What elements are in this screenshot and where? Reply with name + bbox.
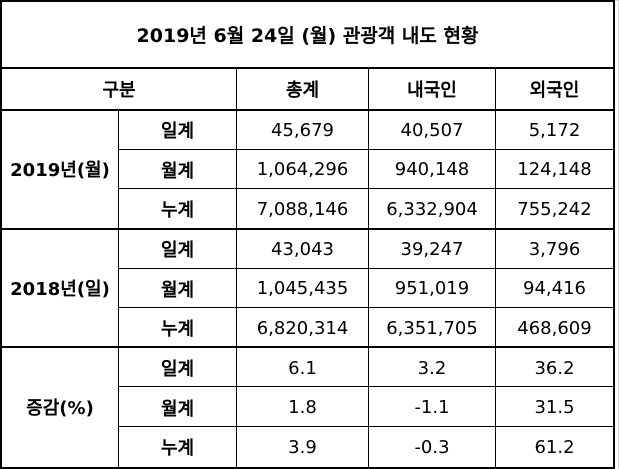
row-label: 일계 bbox=[160, 121, 195, 142]
value-cell-foreign: 61.2 bbox=[534, 436, 575, 458]
value-cell-total: 7,088,146 bbox=[256, 198, 349, 220]
row-label: 월계 bbox=[160, 160, 195, 182]
value-cell-domestic: 6,332,904 bbox=[386, 198, 478, 220]
value-cell-foreign: 124,148 bbox=[517, 159, 592, 180]
header-foreign: 외국인 bbox=[529, 80, 580, 101]
value-cell-total: 45,679 bbox=[271, 119, 334, 141]
border-line bbox=[0, 346, 615, 348]
header-category: 구분 bbox=[102, 80, 136, 101]
value-cell-total: 43,043 bbox=[271, 238, 334, 260]
border-line bbox=[495, 67, 496, 469]
border-line bbox=[118, 386, 615, 387]
border-line bbox=[368, 67, 369, 469]
table-title: 2019년 6월 24일 (월) 관광객 내도 현황 bbox=[136, 25, 479, 47]
border-line bbox=[0, 467, 615, 469]
header-domestic: 내국인 bbox=[407, 80, 457, 101]
value-cell-domestic: 940,148 bbox=[394, 159, 470, 180]
border-line bbox=[0, 228, 615, 230]
value-cell-total: 6,820,314 bbox=[256, 317, 349, 339]
border-line bbox=[236, 67, 237, 469]
value-cell-foreign: 755,242 bbox=[517, 198, 592, 220]
value-cell-domestic: 951,019 bbox=[394, 278, 470, 299]
border-line bbox=[613, 0, 615, 469]
row-label: 누계 bbox=[160, 200, 195, 221]
row-label: 누계 bbox=[160, 319, 195, 340]
group-label: 2018년(일) bbox=[10, 279, 110, 300]
value-cell-foreign: 31.5 bbox=[534, 397, 575, 418]
value-cell-foreign: 5,172 bbox=[528, 119, 581, 141]
border-line bbox=[118, 109, 119, 469]
value-cell-domestic: 6,351,705 bbox=[386, 317, 478, 339]
value-cell-foreign: 468,609 bbox=[517, 317, 592, 339]
row-label: 일계 bbox=[160, 359, 195, 380]
header-total: 총계 bbox=[285, 80, 320, 101]
value-cell-foreign: 3,796 bbox=[528, 238, 581, 260]
value-cell-total: 3.9 bbox=[288, 436, 317, 458]
border-line bbox=[0, 109, 615, 111]
border-line bbox=[0, 67, 615, 69]
value-cell-domestic: -1.1 bbox=[414, 397, 450, 418]
border-line bbox=[118, 307, 615, 308]
value-cell-total: 1,045,435 bbox=[256, 278, 349, 299]
group-label: 증감(%) bbox=[26, 398, 94, 419]
value-cell-domestic: 39,247 bbox=[400, 238, 464, 260]
value-cell-foreign: 36.2 bbox=[534, 357, 575, 379]
border-line bbox=[118, 188, 615, 189]
group-label: 2019년(월) bbox=[10, 160, 110, 181]
value-cell-total: 6.1 bbox=[288, 357, 317, 379]
value-cell-total: 1,064,296 bbox=[256, 159, 349, 180]
value-cell-total: 1.8 bbox=[288, 397, 317, 418]
border-line bbox=[118, 149, 615, 150]
row-label: 일계 bbox=[160, 240, 195, 261]
value-cell-foreign: 94,416 bbox=[523, 278, 586, 299]
border-line bbox=[0, 0, 615, 2]
border-line bbox=[118, 268, 615, 269]
value-cell-domestic: 3.2 bbox=[417, 357, 447, 379]
border-line bbox=[0, 0, 2, 469]
value-cell-domestic: -0.3 bbox=[414, 436, 450, 458]
border-line bbox=[118, 426, 615, 427]
row-label: 월계 bbox=[160, 279, 195, 301]
row-label: 월계 bbox=[160, 398, 195, 420]
value-cell-domestic: 40,507 bbox=[400, 119, 464, 141]
row-label: 누계 bbox=[160, 438, 195, 459]
